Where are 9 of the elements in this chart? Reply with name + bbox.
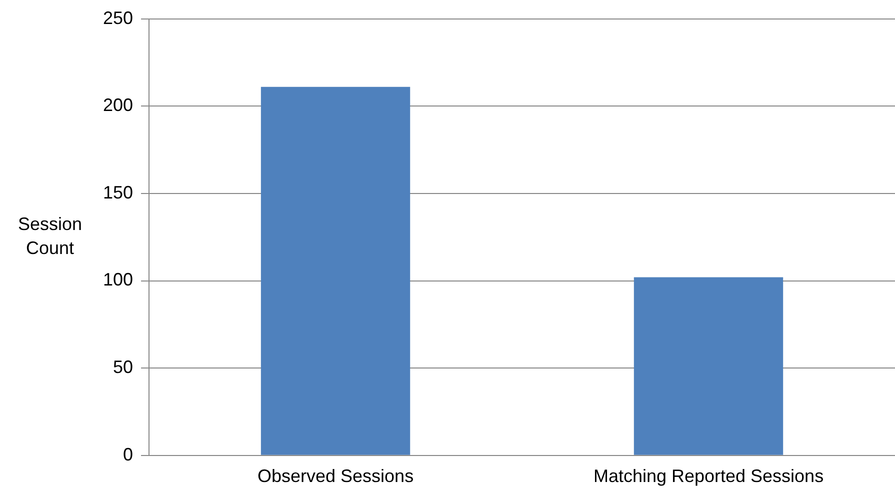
y-tick-label: 250 xyxy=(102,8,134,28)
x-tick-label: Observed Sessions xyxy=(257,466,414,486)
x-tick-label: Matching Reported Sessions xyxy=(593,466,824,486)
y-tick-label: 100 xyxy=(102,270,134,290)
y-tick-label: 0 xyxy=(123,444,134,464)
y-tick-label: 50 xyxy=(113,357,134,378)
y-tick-label: 150 xyxy=(102,182,134,202)
y-tick-label: 200 xyxy=(102,95,134,116)
y-axis-title: Session Count xyxy=(18,214,82,258)
